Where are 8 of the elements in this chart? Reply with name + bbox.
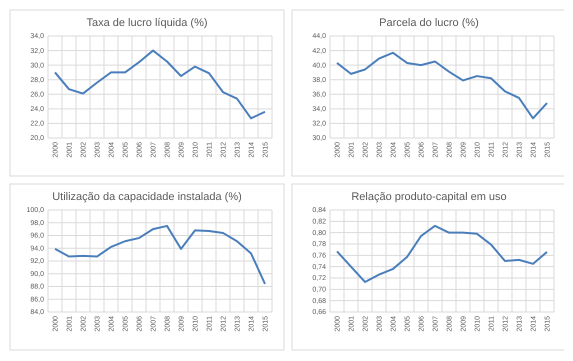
line-series [336, 52, 548, 120]
chart-title: Parcela do lucro (%) [379, 17, 479, 29]
line-series [54, 50, 266, 120]
chart-title: Relação produto-capital em uso [351, 191, 507, 203]
chart-title: Taxa de lucro líquida (%) [86, 17, 208, 29]
line-series [54, 224, 266, 285]
chart-title: Utilização da capacidade instalada (%) [52, 191, 242, 203]
line-series [336, 224, 548, 283]
